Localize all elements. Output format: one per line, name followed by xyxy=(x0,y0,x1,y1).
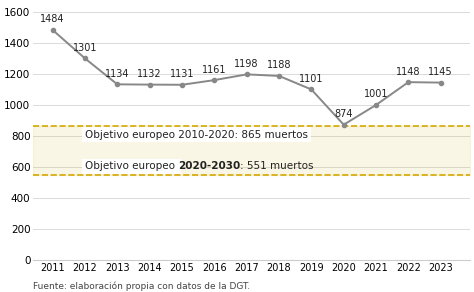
Text: 1132: 1132 xyxy=(137,69,162,79)
Text: 1101: 1101 xyxy=(299,74,324,84)
Text: : 551 muertos: : 551 muertos xyxy=(240,161,314,171)
Text: 1148: 1148 xyxy=(396,67,420,77)
Text: 1134: 1134 xyxy=(105,69,129,79)
Text: 1145: 1145 xyxy=(428,67,453,77)
Text: Fuente: elaboración propia con datos de la DGT.: Fuente: elaboración propia con datos de … xyxy=(33,281,250,291)
Text: 1161: 1161 xyxy=(202,65,227,74)
Text: 1301: 1301 xyxy=(73,43,97,53)
Text: 1198: 1198 xyxy=(235,59,259,69)
Text: 1131: 1131 xyxy=(170,69,194,79)
Text: 1188: 1188 xyxy=(267,60,291,70)
Text: Objetivo europeo: Objetivo europeo xyxy=(85,161,178,171)
Text: 874: 874 xyxy=(335,109,353,119)
Text: Objetivo europeo 2010-2020: 865 muertos: Objetivo europeo 2010-2020: 865 muertos xyxy=(85,130,308,140)
Text: 1001: 1001 xyxy=(364,89,388,99)
Text: 1484: 1484 xyxy=(40,14,65,25)
Text: 2020-2030: 2020-2030 xyxy=(178,161,240,171)
